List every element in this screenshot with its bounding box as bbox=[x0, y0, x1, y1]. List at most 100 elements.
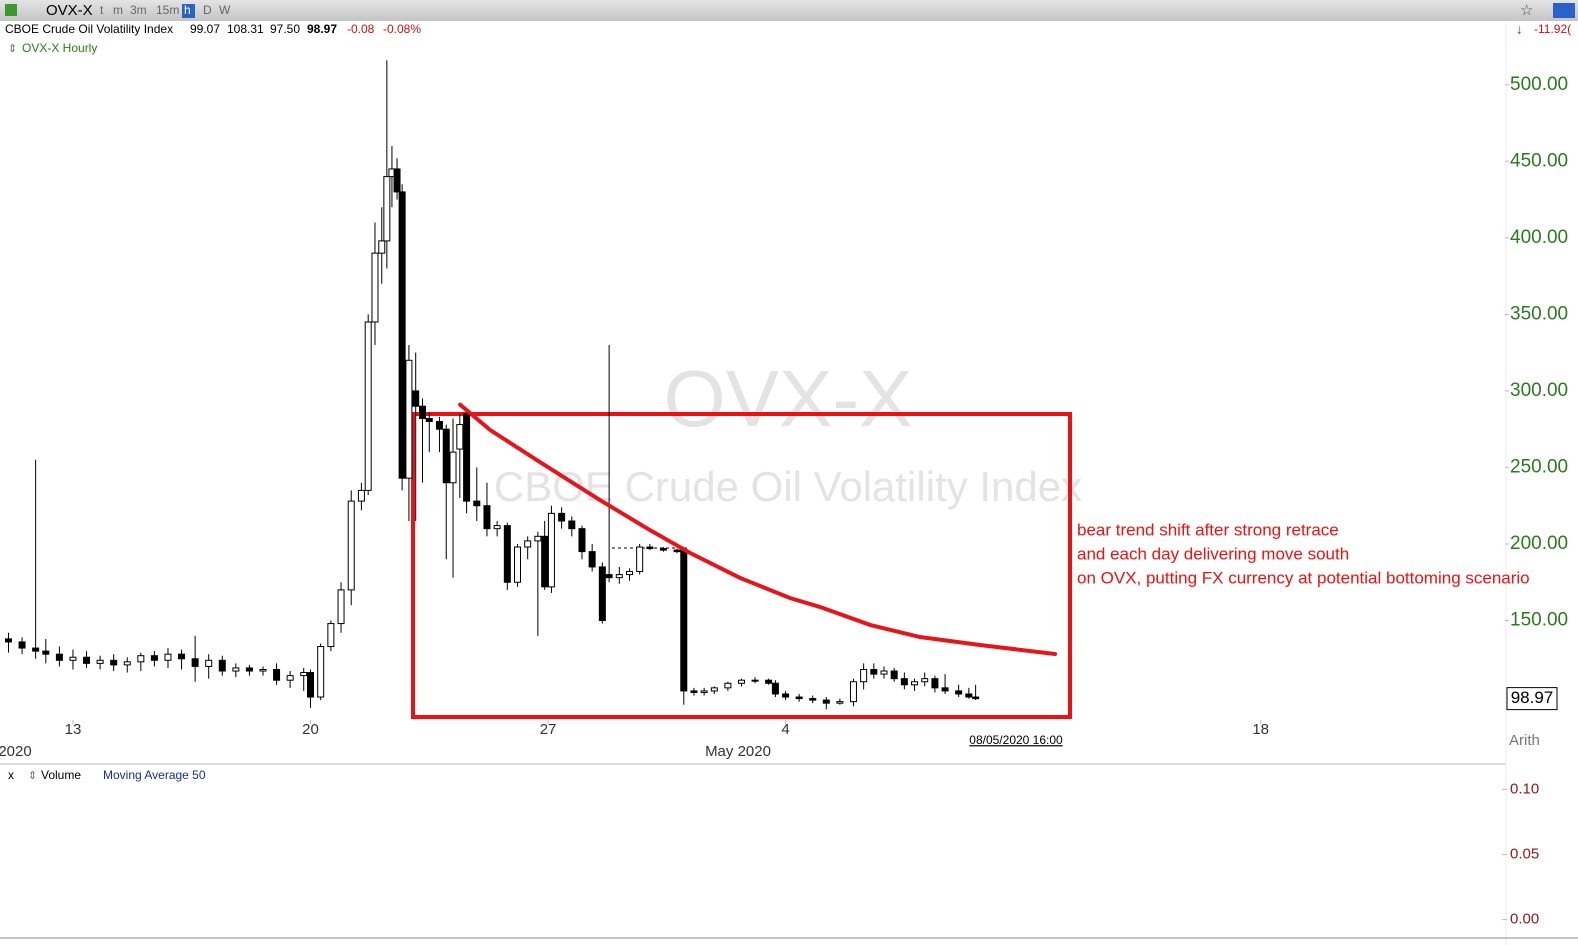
candle-body bbox=[700, 690, 708, 693]
candle-body bbox=[636, 546, 644, 573]
candle-body bbox=[724, 682, 732, 689]
candle-body bbox=[69, 656, 77, 661]
add-icon[interactable] bbox=[5, 4, 17, 16]
candle-body bbox=[137, 655, 145, 663]
quote-last: 98.97 bbox=[307, 22, 337, 36]
symbol[interactable]: OVX-X bbox=[46, 2, 93, 19]
candle-body bbox=[191, 658, 199, 667]
candle-body bbox=[795, 696, 803, 700]
candle-body bbox=[659, 548, 667, 551]
cursor-label: 08/05/2020 16:00 bbox=[969, 733, 1063, 747]
candle-body bbox=[765, 679, 773, 684]
handle: ⇕ bbox=[8, 43, 17, 55]
quote-low: 97.50 bbox=[270, 22, 300, 36]
candle-body bbox=[337, 589, 345, 625]
candle-body bbox=[405, 359, 413, 479]
trend-line bbox=[458, 402, 1058, 657]
candle-body bbox=[110, 659, 118, 666]
sync-button[interactable] bbox=[1553, 3, 1575, 18]
candle-body bbox=[164, 653, 172, 661]
candle-body bbox=[55, 653, 63, 661]
candle-body bbox=[782, 693, 790, 698]
watermark-symbol: OVX-X bbox=[664, 354, 913, 443]
candle-body bbox=[123, 661, 131, 666]
timeframe[interactable]: h bbox=[184, 3, 191, 17]
timeframe[interactable]: t bbox=[100, 3, 104, 17]
y-tick-label: 500.00 bbox=[1510, 74, 1568, 95]
candle-body bbox=[965, 693, 973, 698]
candle-body bbox=[412, 390, 420, 407]
candle-body bbox=[232, 667, 240, 672]
candle-body bbox=[751, 679, 759, 682]
candle-body bbox=[690, 690, 698, 693]
last-price-box bbox=[1506, 687, 1558, 711]
candle-body bbox=[383, 176, 391, 242]
timeframe[interactable]: m bbox=[113, 3, 123, 17]
y-tick-label: 400.00 bbox=[1510, 227, 1568, 248]
timeframe[interactable]: 15m bbox=[156, 3, 179, 17]
indicator-legend[interactable]: Volume bbox=[41, 768, 81, 782]
annotation: on OVX, putting FX currency at potential… bbox=[1077, 568, 1530, 587]
candle-body bbox=[680, 549, 688, 692]
candle-body bbox=[737, 679, 745, 684]
panel-close[interactable]: x bbox=[8, 768, 14, 782]
candle-body bbox=[836, 701, 844, 704]
annotation: and each day delivering move south bbox=[1077, 544, 1349, 563]
quote-change_pct: -0.08% bbox=[383, 22, 421, 36]
period-label: 2020 bbox=[0, 743, 32, 760]
highlight-box bbox=[411, 412, 1072, 719]
candle-body bbox=[4, 638, 12, 643]
quote-high: 108.31 bbox=[227, 22, 264, 36]
x-tick-label: 4 bbox=[781, 721, 789, 738]
scale-label[interactable]: Arith bbox=[1509, 732, 1540, 749]
candle-body bbox=[771, 682, 779, 695]
candle-body bbox=[83, 656, 91, 664]
x-tick-label: 13 bbox=[65, 721, 82, 738]
indicator-legend[interactable]: Moving Average 50 bbox=[103, 768, 206, 782]
candle-body bbox=[286, 675, 294, 681]
candle-body bbox=[425, 417, 433, 423]
right-change: -11.92( bbox=[1534, 22, 1571, 36]
watermark-name: CBOE Crude Oil Volatility Index bbox=[494, 463, 1082, 510]
candle-body bbox=[514, 546, 522, 583]
y-tick-label: 450.00 bbox=[1510, 150, 1568, 171]
candle-body bbox=[449, 451, 457, 484]
candle-body bbox=[598, 566, 606, 622]
candle-body bbox=[911, 681, 919, 686]
timeframe-active bbox=[182, 4, 195, 18]
y-tick-label: 250.00 bbox=[1510, 456, 1568, 477]
candle-body bbox=[96, 659, 104, 664]
candle-body bbox=[809, 698, 817, 701]
candle-body bbox=[605, 574, 613, 579]
toolbar bbox=[0, 0, 1578, 21]
candle-body bbox=[615, 574, 623, 579]
candle-body bbox=[860, 668, 868, 683]
candle-body bbox=[578, 528, 586, 553]
quote-name: CBOE Crude Oil Volatility Index bbox=[5, 22, 173, 36]
candle-body bbox=[357, 489, 365, 502]
candle-body bbox=[955, 690, 963, 695]
star[interactable]: ☆ bbox=[1520, 2, 1533, 19]
timeframe[interactable]: D bbox=[203, 3, 212, 17]
chart-title[interactable]: OVX-X Hourly bbox=[22, 41, 97, 55]
y-tick-label: 150.00 bbox=[1510, 610, 1568, 631]
candle-body bbox=[442, 428, 450, 484]
candle-body bbox=[273, 668, 281, 681]
candle-body bbox=[646, 546, 654, 550]
candle-body bbox=[259, 668, 267, 672]
candle-body bbox=[524, 540, 532, 548]
timeframe[interactable]: 3m bbox=[130, 3, 147, 17]
candle-body bbox=[18, 641, 26, 649]
candle-body bbox=[558, 512, 566, 522]
candle-body bbox=[317, 646, 325, 698]
candle-body bbox=[503, 525, 511, 583]
candle-body bbox=[588, 551, 596, 568]
candle-body bbox=[921, 678, 929, 683]
candle-body bbox=[307, 672, 315, 698]
candle-body bbox=[822, 699, 830, 704]
candle-body bbox=[435, 421, 443, 430]
candle-body bbox=[150, 655, 158, 661]
timeframe[interactable]: W bbox=[219, 3, 231, 17]
candle-body bbox=[178, 653, 186, 660]
